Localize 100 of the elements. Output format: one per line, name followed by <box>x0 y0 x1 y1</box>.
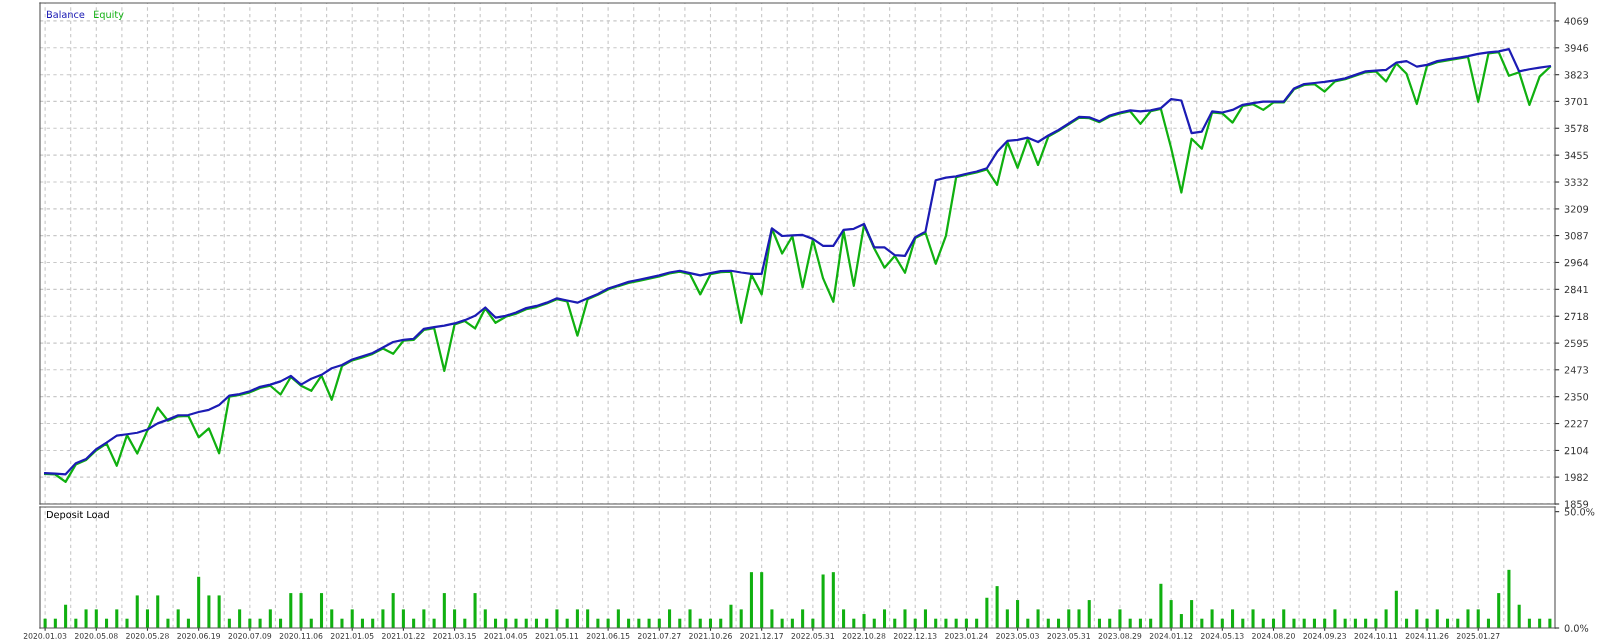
bar <box>831 572 835 628</box>
bar <box>760 572 764 628</box>
bar <box>238 609 242 628</box>
bar <box>729 604 733 628</box>
bar <box>1476 609 1480 628</box>
bar <box>1282 609 1286 628</box>
bar <box>1087 600 1091 628</box>
bar <box>1497 593 1501 628</box>
bar <box>1190 600 1194 628</box>
bar <box>1394 590 1398 628</box>
y-tick-label: 1982 <box>1565 473 1588 481</box>
bar <box>749 572 753 628</box>
bar <box>115 609 119 628</box>
bar <box>995 586 999 628</box>
bar <box>1179 614 1183 628</box>
y-tick-label: 3578 <box>1564 124 1589 133</box>
bar <box>1169 600 1173 628</box>
y-tick-label: 2964 <box>1564 258 1589 267</box>
bar <box>156 595 160 628</box>
chart-title: Deposit Load <box>47 510 109 521</box>
bar <box>217 595 221 628</box>
bar <box>1036 609 1040 628</box>
y-tick-label: 3701 <box>1564 97 1588 106</box>
y-tick-label: 2841 <box>1564 285 1588 294</box>
bar <box>1159 583 1163 628</box>
bar <box>207 595 211 628</box>
bar <box>842 609 846 628</box>
bar <box>1384 609 1388 628</box>
bar <box>586 609 590 628</box>
bar <box>985 597 989 628</box>
bar <box>145 609 150 628</box>
bar <box>862 614 866 628</box>
bar <box>340 618 344 628</box>
bar <box>903 609 907 628</box>
bar <box>422 609 426 628</box>
bar <box>350 609 354 628</box>
bar <box>1435 609 1439 628</box>
y-tick-label: 0.0% <box>1564 624 1589 632</box>
text: Balance <box>47 10 85 19</box>
bar <box>299 593 303 628</box>
bar <box>64 604 68 628</box>
y-tick-label: 2595 <box>1564 339 1588 347</box>
y-tick-label: 3455 <box>1564 151 1588 159</box>
bar <box>1118 609 1122 628</box>
bar <box>514 618 518 628</box>
y-tick-label: 3209 <box>1564 205 1589 213</box>
bar <box>1067 609 1071 628</box>
y-tick-label: 3946 <box>1564 44 1589 52</box>
bar <box>1292 618 1296 628</box>
bar <box>473 593 477 628</box>
y-tick-label: 3087 <box>1564 232 1588 240</box>
bar <box>1466 609 1470 628</box>
bar <box>1251 609 1255 628</box>
bar <box>1231 609 1235 628</box>
bar <box>84 609 88 628</box>
y-tick-label: 50.0% <box>1564 508 1595 516</box>
bar <box>1517 604 1521 628</box>
y-tick-label: 2718 <box>1564 312 1589 321</box>
bar <box>1077 609 1081 628</box>
bar <box>1005 609 1009 628</box>
bar <box>381 609 385 628</box>
y-tick-label: 3332 <box>1564 178 1588 186</box>
y-tick-label: 2227 <box>1564 420 1588 428</box>
bar <box>668 609 672 628</box>
bar <box>555 609 559 628</box>
bar <box>1016 600 1020 628</box>
bar <box>289 593 293 628</box>
bar <box>125 618 129 628</box>
y-tick-label: 3823 <box>1564 71 1588 79</box>
y-tick-label: 4069 <box>1564 17 1589 25</box>
bar <box>1507 569 1511 628</box>
y-tick-label: 2350 <box>1564 393 1589 401</box>
bar <box>94 609 98 628</box>
bar <box>821 574 825 628</box>
y-tick-label: 1859 <box>1565 500 1589 508</box>
bar <box>391 593 395 628</box>
bar <box>268 609 272 628</box>
bar <box>330 609 334 628</box>
text: Equity <box>94 10 124 20</box>
y-tick-label: 2104 <box>1564 446 1589 455</box>
bar <box>770 609 774 628</box>
bar <box>923 609 927 628</box>
bar <box>739 609 743 628</box>
bar <box>688 609 692 628</box>
bar <box>197 576 201 628</box>
bar <box>401 609 405 628</box>
bar <box>319 593 324 628</box>
y-tick-label: 2473 <box>1564 366 1588 374</box>
bar <box>1333 609 1337 628</box>
bar <box>616 609 620 628</box>
bar <box>135 595 139 628</box>
bar <box>801 609 805 628</box>
bar <box>1210 609 1214 628</box>
bar <box>882 609 887 628</box>
bar <box>453 609 457 628</box>
bar <box>442 593 446 628</box>
bar <box>483 609 487 628</box>
bar <box>575 609 579 628</box>
bar <box>1415 609 1419 628</box>
bar <box>176 609 180 628</box>
